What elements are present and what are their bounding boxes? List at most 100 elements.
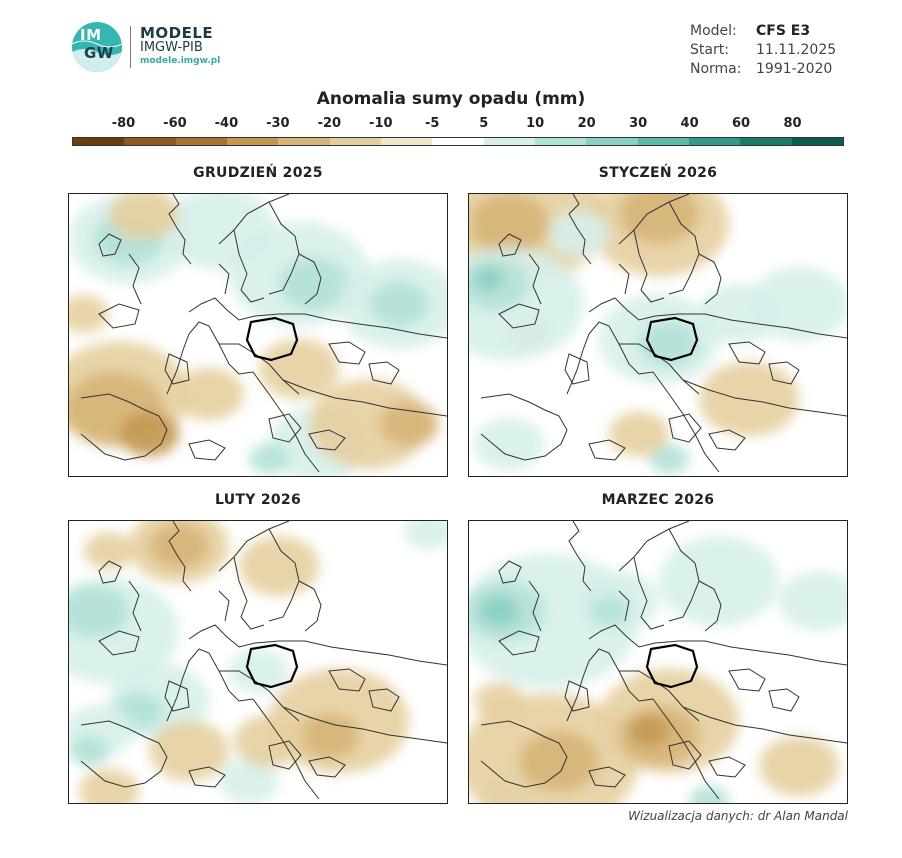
border-line: [498, 233, 522, 257]
border-line: [768, 688, 800, 712]
border-line: [728, 341, 766, 365]
wet-anomaly-area: [474, 267, 504, 291]
country-borders: [80, 194, 447, 473]
dry-anomaly-area: [79, 768, 139, 803]
dry-anomaly-area: [109, 194, 179, 241]
legend-tick-label: -30: [266, 116, 290, 131]
dry-anomaly-area: [299, 713, 359, 759]
border-line: [708, 756, 746, 778]
border-line: [619, 343, 700, 395]
border-line: [282, 379, 447, 417]
meta-key: Model:: [690, 23, 737, 39]
border-line: [128, 580, 142, 632]
border-line: [682, 706, 847, 744]
border-line: [619, 670, 700, 722]
border-line: [328, 668, 366, 692]
border-line: [218, 194, 290, 245]
border-line: [568, 194, 592, 265]
map-mar: [468, 520, 848, 804]
border-line: [268, 740, 302, 770]
credit-text: Wizualizacja danych: dr Alan Mandal: [628, 809, 848, 823]
border-line: [528, 253, 542, 305]
meta-value: 1991-2020: [756, 61, 833, 77]
border-line: [254, 313, 447, 339]
poland-outline: [245, 316, 299, 362]
meta-row-norma: Norma: 1991-2020: [690, 60, 836, 79]
border-line: [618, 194, 690, 245]
border-line: [652, 698, 720, 800]
border-line: [218, 590, 230, 622]
border-line: [233, 229, 265, 303]
border-line: [298, 253, 322, 305]
legend-color-segment: [329, 138, 381, 145]
meta-value: 11.11.2025: [756, 42, 837, 58]
border-line: [282, 706, 447, 744]
dry-anomaly-area: [629, 716, 669, 746]
legend-color-segment: [432, 138, 484, 145]
border-line: [80, 393, 168, 461]
imgw-logo: [72, 22, 122, 72]
legend-color-segment: [175, 138, 227, 145]
border-line: [233, 556, 265, 630]
dry-anomaly-area: [309, 379, 429, 469]
dry-anomaly-area: [619, 194, 699, 244]
panel-title-feb: LUTY 2026: [214, 492, 302, 508]
dry-anomaly-area: [759, 736, 839, 796]
legend-color-segment: [124, 138, 176, 145]
border-line: [218, 263, 230, 295]
panel-title-mar: MARZEC 2026: [601, 492, 715, 508]
border-line: [654, 640, 847, 666]
anomaly-map: [69, 521, 447, 803]
border-line: [368, 361, 400, 385]
wet-anomaly-area: [69, 584, 129, 638]
meta-key: Start:: [690, 42, 729, 58]
border-line: [252, 371, 320, 473]
legend-color-segment: [740, 138, 792, 145]
border-line: [698, 580, 722, 632]
dry-anomaly-area: [174, 367, 244, 421]
border-line: [98, 630, 140, 656]
border-line: [633, 229, 665, 303]
logo-wave-icon: [72, 40, 122, 72]
border-line: [652, 371, 720, 473]
poland-outline: [645, 316, 699, 362]
border-line: [218, 521, 290, 572]
brand-subtitle: IMGW-PIB: [140, 40, 203, 55]
border-line: [588, 297, 656, 321]
wet-anomaly-area: [689, 786, 729, 803]
anomaly-map: [69, 194, 447, 476]
dry-anomaly-area: [609, 411, 669, 457]
border-line: [633, 556, 665, 630]
dry-anomaly-area: [84, 532, 134, 570]
border-line: [168, 194, 192, 265]
border-line: [618, 590, 630, 622]
legend-tick-label: 40: [680, 116, 699, 131]
border-line: [682, 379, 847, 417]
border-line: [698, 253, 722, 305]
meta-key: Norma:: [690, 61, 742, 77]
border-line: [164, 680, 190, 712]
border-line: [618, 263, 630, 295]
wet-anomaly-area: [649, 444, 689, 474]
border-line: [308, 756, 346, 778]
panel-title-jan: STYCZEŃ 2026: [598, 165, 718, 181]
anomaly-field: [69, 194, 447, 476]
border-line: [166, 648, 254, 722]
country-borders: [480, 521, 847, 800]
dry-anomaly-area: [239, 536, 319, 596]
dry-anomaly-area: [119, 411, 179, 457]
dry-anomaly-area: [234, 714, 304, 768]
map-feb: [68, 520, 448, 804]
border-line: [188, 439, 226, 461]
border-line: [498, 560, 522, 584]
meta-row-start: Start: 11.11.2025: [690, 41, 836, 60]
legend-color-segment: [278, 138, 330, 145]
brand-title: MODELE: [140, 24, 214, 42]
wet-anomaly-area: [69, 736, 109, 766]
panel-title-dec: GRUDZIEŃ 2025: [193, 165, 323, 181]
border-line: [188, 766, 226, 788]
legend-tick-label: 10: [526, 116, 545, 131]
map-jan: [468, 193, 848, 477]
poland-outline: [645, 643, 699, 689]
brand-url[interactable]: modele.imgw.pl: [140, 56, 221, 66]
